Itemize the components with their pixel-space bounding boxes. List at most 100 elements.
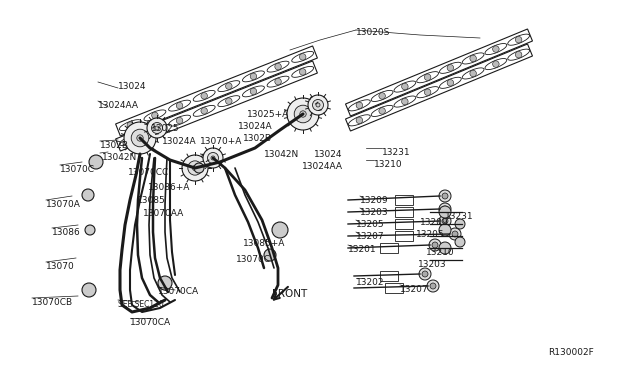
Bar <box>380 243 398 253</box>
Ellipse shape <box>300 54 306 60</box>
Circle shape <box>442 206 448 212</box>
Circle shape <box>124 122 156 154</box>
Text: 1302B: 1302B <box>100 141 129 150</box>
Ellipse shape <box>356 117 363 124</box>
Circle shape <box>82 283 96 297</box>
Text: 13024: 13024 <box>314 150 342 159</box>
Text: 13201: 13201 <box>348 245 376 254</box>
Ellipse shape <box>275 78 282 85</box>
Text: 13205: 13205 <box>356 220 385 229</box>
Bar <box>395 231 413 241</box>
Text: FRONT: FRONT <box>272 289 307 299</box>
Ellipse shape <box>300 68 306 75</box>
Ellipse shape <box>275 63 282 70</box>
Text: 13070A: 13070A <box>46 200 81 209</box>
Circle shape <box>429 239 441 251</box>
Ellipse shape <box>447 65 454 71</box>
Ellipse shape <box>176 102 183 109</box>
Text: 13209: 13209 <box>360 196 388 205</box>
Circle shape <box>188 161 202 175</box>
Text: 13086+A: 13086+A <box>148 183 190 192</box>
Text: SEE SEC120: SEE SEC120 <box>118 300 164 309</box>
Ellipse shape <box>250 88 257 94</box>
Circle shape <box>439 203 451 215</box>
Text: 13207: 13207 <box>400 285 429 294</box>
Circle shape <box>131 129 149 147</box>
Ellipse shape <box>424 74 431 80</box>
Text: 13209: 13209 <box>420 218 449 227</box>
Ellipse shape <box>402 98 408 105</box>
Text: 13042N: 13042N <box>102 153 137 162</box>
Ellipse shape <box>402 83 408 90</box>
Circle shape <box>182 155 208 181</box>
Circle shape <box>316 103 320 107</box>
Bar <box>395 219 413 229</box>
Circle shape <box>439 206 451 218</box>
Circle shape <box>294 105 312 123</box>
Bar <box>385 283 403 293</box>
Circle shape <box>147 118 167 138</box>
Ellipse shape <box>225 83 232 89</box>
Circle shape <box>427 280 439 292</box>
Ellipse shape <box>379 93 385 99</box>
Circle shape <box>152 122 163 134</box>
Text: 13070C: 13070C <box>60 165 95 174</box>
Text: 13025+A: 13025+A <box>247 110 289 119</box>
Text: 13070C: 13070C <box>236 255 271 264</box>
Ellipse shape <box>152 127 158 134</box>
Text: 13070+A: 13070+A <box>200 137 243 146</box>
Text: 13024A: 13024A <box>162 137 196 146</box>
Ellipse shape <box>447 80 454 86</box>
Text: 13202: 13202 <box>356 278 385 287</box>
Circle shape <box>439 190 451 202</box>
Circle shape <box>308 95 328 115</box>
Ellipse shape <box>470 70 476 77</box>
Ellipse shape <box>470 55 476 62</box>
Text: 13020S: 13020S <box>356 28 390 37</box>
Circle shape <box>442 193 448 199</box>
Circle shape <box>85 225 95 235</box>
Text: 13070CC: 13070CC <box>128 168 169 177</box>
Circle shape <box>439 215 451 227</box>
Bar <box>395 207 413 217</box>
Text: 13210: 13210 <box>426 248 454 257</box>
Ellipse shape <box>176 118 183 124</box>
Circle shape <box>137 135 143 141</box>
Text: 13042N: 13042N <box>264 150 300 159</box>
Text: 13085: 13085 <box>137 196 166 205</box>
Circle shape <box>439 242 451 254</box>
Circle shape <box>194 163 204 173</box>
Ellipse shape <box>493 46 499 52</box>
Text: 13025: 13025 <box>151 124 180 133</box>
Circle shape <box>272 222 288 238</box>
Circle shape <box>287 98 319 130</box>
Text: 13085+A: 13085+A <box>243 239 285 248</box>
Text: 13024AA: 13024AA <box>302 162 343 171</box>
Text: 13070CA: 13070CA <box>130 318 171 327</box>
Text: 13024A: 13024A <box>238 122 273 131</box>
Ellipse shape <box>515 36 522 43</box>
Ellipse shape <box>424 89 431 96</box>
Text: 13070CA: 13070CA <box>158 287 199 296</box>
Circle shape <box>430 283 436 289</box>
Text: 13203: 13203 <box>418 260 447 269</box>
Circle shape <box>89 155 103 169</box>
Circle shape <box>264 249 276 261</box>
Text: 13207: 13207 <box>356 232 385 241</box>
Circle shape <box>449 228 461 240</box>
Ellipse shape <box>152 112 158 119</box>
Ellipse shape <box>201 108 207 114</box>
Ellipse shape <box>379 108 385 114</box>
Text: 13024AA: 13024AA <box>98 101 139 110</box>
Circle shape <box>422 271 428 277</box>
Text: 13231: 13231 <box>445 212 474 221</box>
Text: 1302B: 1302B <box>243 134 272 143</box>
Text: 13024: 13024 <box>118 82 147 91</box>
Circle shape <box>439 224 451 236</box>
Text: 13070AA: 13070AA <box>143 209 184 218</box>
Text: 13070CB: 13070CB <box>32 298 73 307</box>
Text: 13070: 13070 <box>46 262 75 271</box>
Circle shape <box>207 153 218 164</box>
Text: 13203: 13203 <box>360 208 388 217</box>
Ellipse shape <box>127 137 134 143</box>
